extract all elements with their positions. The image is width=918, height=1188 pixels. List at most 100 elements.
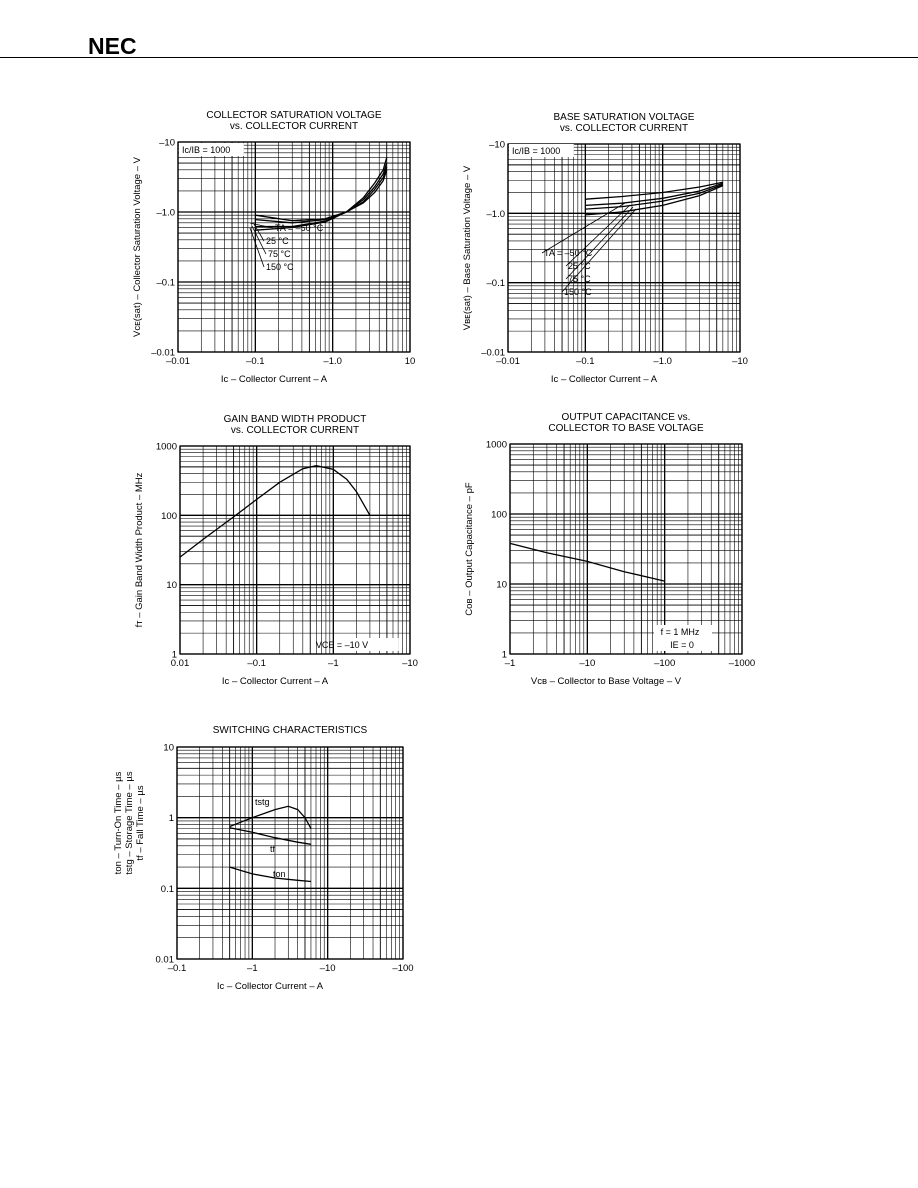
x-tick-label: –0.1 [246, 356, 264, 367]
chart-title: COLLECTOR SATURATION VOLTAGE [206, 110, 382, 121]
condition-label: Ic/IB = 1000 [182, 145, 230, 155]
x-tick-label: 0.01 [171, 658, 190, 669]
legend-leader [249, 227, 265, 268]
series-line [229, 827, 312, 845]
series-label: TA = –50 °C [275, 223, 324, 233]
condition-bg [339, 638, 399, 651]
series-label: 75 °C [268, 249, 291, 259]
series-label: 150 °C [564, 287, 592, 297]
y-tick-label: 0.1 [161, 884, 174, 895]
x-tick-label: –0.01 [166, 356, 190, 367]
series-label: ton [273, 869, 286, 879]
chart-title: COLLECTOR TO BASE VOLTAGE [548, 423, 704, 434]
series-line [255, 157, 388, 222]
x-tick-label: –0.01 [496, 356, 520, 367]
series-label: tstg [255, 797, 270, 807]
x-tick-label: –1 [247, 963, 258, 974]
y-tick-label: –0.1 [487, 278, 506, 289]
condition-bg [509, 144, 574, 157]
series-label: tf [270, 844, 276, 854]
x-tick-label: –10 [579, 658, 595, 669]
y-tick-label: 10 [496, 580, 507, 591]
y-tick-label: 100 [161, 511, 177, 522]
x-tick-label: –1.0 [323, 356, 342, 367]
plot-frame [179, 445, 411, 655]
y-tick-label: 10 [163, 743, 174, 754]
legend-leader [249, 222, 274, 229]
nec-logo: NEC [88, 33, 137, 59]
x-tick-label: –1000 [729, 658, 755, 669]
y-tick-label: 1000 [156, 442, 177, 453]
y-tick-label: –1.0 [157, 208, 176, 219]
x-tick-label: –1 [328, 658, 339, 669]
plot-frame [176, 746, 404, 960]
x-tick-label: –100 [654, 658, 675, 669]
series-line [179, 465, 371, 558]
y-tick-label: –1.0 [487, 209, 506, 220]
y-tick-label: 1 [169, 813, 174, 824]
condition-bg [179, 143, 244, 156]
y-axis-label: tstg – Storage Time – µs [124, 771, 135, 874]
x-axis-label: Iᴄ – Collector Current – A [551, 374, 658, 385]
condition-label: VCE = –10 V [316, 640, 368, 650]
x-tick-label: –0.1 [576, 356, 595, 367]
plot-frame [509, 443, 743, 655]
series-label: TA = –50 °C [544, 248, 593, 258]
y-tick-label: –0.1 [157, 278, 176, 289]
series-line [509, 542, 665, 582]
x-tick-label: –0.1 [168, 963, 187, 974]
condition-label: f = 1 MHz [661, 627, 700, 637]
y-tick-label: –0.01 [481, 348, 505, 359]
y-axis-label: fᴛ – Gain Band Width Product – MHz [134, 472, 145, 627]
legend-leader [541, 202, 626, 254]
y-tick-label: 100 [491, 510, 507, 521]
plot-frame [507, 143, 741, 353]
y-tick-label: –0.01 [151, 348, 175, 359]
condition-bg [654, 625, 712, 638]
legend-leader [561, 208, 637, 293]
series-line [229, 866, 312, 883]
plot-frame [177, 141, 411, 353]
x-axis-label: Vᴄʙ – Collector to Base Voltage – V [531, 676, 682, 687]
y-axis-label: Cᴏʙ – Output Capacitance – pF [464, 482, 475, 616]
series-label: 75 °C [568, 274, 591, 284]
series-line [229, 805, 312, 829]
x-tick-label: –10 [402, 658, 418, 669]
series-line [585, 181, 723, 200]
x-axis-label: Iᴄ – Collector Current – A [217, 981, 324, 992]
series-line [585, 183, 724, 210]
y-axis-label: Vᴄᴇ(sat) – Collector Saturation Voltage … [132, 156, 143, 337]
chart-title: vs. COLLECTOR CURRENT [230, 121, 358, 132]
chart-title: GAIN BAND WIDTH PRODUCT [224, 414, 367, 425]
header-rule [0, 57, 918, 58]
condition-bg [656, 638, 714, 651]
chart-switching-characteristics: SWITCHING CHARACTERISTICS –0.1 –1 –10 –100 0.… [113, 725, 414, 992]
series-label: 150 °C [266, 262, 294, 272]
x-tick-label: –1.0 [653, 356, 672, 367]
legend-leader [565, 204, 631, 267]
x-tick-label: 10 [405, 356, 416, 367]
condition-label: IE = 0 [670, 640, 694, 650]
y-tick-label: 1 [172, 650, 177, 661]
series-line [585, 185, 724, 216]
chart-title: vs. COLLECTOR CURRENT [231, 425, 359, 436]
chart-title: SWITCHING CHARACTERISTICS [213, 725, 368, 736]
legend-leader [251, 225, 267, 255]
x-axis-label: Iᴄ – Collector Current – A [221, 374, 328, 385]
y-tick-label: 10 [166, 580, 177, 591]
series-line [255, 162, 388, 224]
x-tick-label: –1 [505, 658, 516, 669]
y-tick-label: 1000 [486, 440, 507, 451]
condition-label: Ic/IB = 1000 [512, 146, 560, 156]
chart-title: BASE SATURATION VOLTAGE [554, 112, 695, 123]
y-tick-label: 1 [502, 650, 507, 661]
y-axis-label: ton – Turn-On Time – µs [113, 771, 124, 874]
series-line [255, 169, 388, 231]
y-tick-label: –10 [159, 138, 175, 149]
legend-leader [565, 206, 634, 280]
chart-title: vs. COLLECTOR CURRENT [560, 123, 688, 134]
chart-output-capacitance: OUTPUT CAPACITANCE vs.COLLECTOR TO BASE … [464, 412, 755, 687]
x-tick-label: –10 [320, 963, 336, 974]
